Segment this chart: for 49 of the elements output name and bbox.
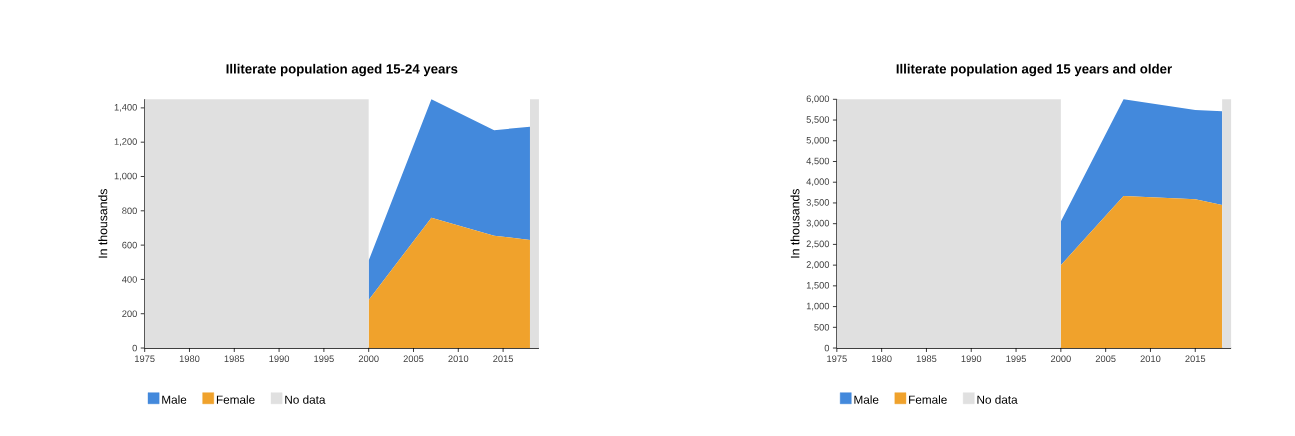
y-tick-label: 4,000 (806, 178, 830, 187)
legend-label: Male (162, 395, 187, 405)
x-tick-label: 1990 (961, 355, 982, 363)
y-tick-label: 1,400 (114, 104, 137, 112)
y-tick-label: 600 (122, 242, 137, 249)
y-tick-label: 2,500 (806, 240, 830, 249)
y-axis-title: In thousands (98, 189, 108, 258)
y-tick-label: 4,500 (806, 157, 830, 166)
y-axis-title: In thousands (790, 189, 800, 258)
x-tick-label: 1995 (314, 355, 334, 363)
x-tick-label: 2015 (1185, 355, 1206, 363)
chart-title: Illiterate population aged 15-24 years (226, 64, 458, 77)
legend-label: Female (216, 395, 255, 405)
x-tick-label: 1985 (916, 355, 937, 363)
chart-title: Illiterate population aged 15 years and older (896, 64, 1172, 77)
y-tick-label: 0 (824, 344, 830, 352)
legend-label: No data (285, 395, 326, 405)
legend-label: Male (854, 395, 879, 405)
y-tick-label: 3,500 (806, 199, 830, 208)
y-tick-label: 5,500 (806, 116, 830, 125)
x-tick-label: 2010 (448, 355, 469, 363)
x-tick-label: 1980 (872, 355, 892, 363)
y-tick-label: 200 (122, 310, 137, 318)
y-tick-label: 5,000 (806, 137, 830, 145)
y-tick-label: 6,000 (806, 95, 830, 104)
y-tick-label: 800 (122, 207, 137, 215)
x-tick-label: 2010 (1140, 355, 1161, 363)
x-tick-label: 1990 (269, 355, 290, 363)
x-tick-label: 1995 (1006, 355, 1027, 363)
y-tick-label: 2,000 (806, 261, 830, 270)
x-tick-label: 1985 (224, 355, 245, 363)
y-tick-label: 1,200 (114, 138, 137, 147)
y-tick-label: 0 (132, 344, 137, 352)
legend-label: No data (977, 395, 1018, 405)
y-tick-label: 1,000 (806, 302, 830, 311)
y-tick-label: 3,000 (806, 220, 830, 228)
x-tick-label: 2015 (493, 355, 514, 363)
x-tick-label: 2005 (403, 355, 424, 363)
legend-label: Female (909, 395, 947, 405)
x-tick-label: 1980 (179, 355, 200, 363)
x-tick-label: 2000 (358, 355, 379, 363)
y-tick-label: 400 (121, 276, 137, 283)
x-tick-label: 2005 (1095, 355, 1116, 363)
x-tick-label: 2000 (1050, 355, 1071, 363)
y-tick-label: 1,500 (806, 282, 830, 290)
y-tick-label: 1,000 (114, 172, 137, 181)
y-tick-label: 500 (814, 324, 830, 331)
x-tick-label: 1975 (135, 355, 155, 363)
x-tick-label: 1975 (827, 355, 847, 363)
